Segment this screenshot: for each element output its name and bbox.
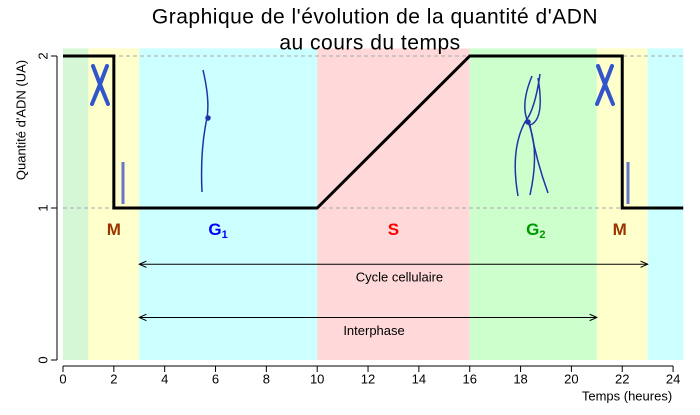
phase-label: M (107, 220, 121, 239)
chromatin-g1 (200, 69, 211, 193)
phase-label: G1 (208, 220, 227, 240)
chromatin-g2 (514, 73, 549, 197)
y-axis-label: Quantité d'ADN (UA) (13, 60, 28, 180)
phase-band (647, 48, 684, 361)
x-tick-label: 10 (310, 371, 324, 386)
phase-letter: G (526, 220, 539, 239)
chromosome-icons (90, 64, 630, 204)
x-tick-label: 22 (615, 371, 629, 386)
x-tick-label: 6 (212, 371, 219, 386)
bands (63, 48, 684, 361)
phase-subscript: 1 (222, 229, 228, 241)
dna-line (63, 54, 684, 210)
x-tick-label: 14 (412, 371, 426, 386)
phase-letter: M (107, 220, 121, 239)
y-tick-label: 0 (35, 356, 50, 363)
phase-band (139, 48, 318, 361)
phase-band (63, 48, 89, 361)
chart-title: Graphique de l'évolution de la quantité … (152, 6, 598, 29)
phase-label: M (613, 220, 627, 239)
y-tick-label: 1 (35, 204, 50, 211)
chromosome-x (595, 64, 615, 106)
x-tick-label: 8 (263, 371, 270, 386)
phase-label: S (388, 220, 399, 239)
x-tick-label: 4 (161, 371, 168, 386)
phase-label: G2 (526, 220, 545, 240)
phase-letter: M (613, 220, 627, 239)
chromosome-x (90, 64, 110, 106)
x-axis-label: Temps (heures) (582, 388, 672, 403)
chart-title: au cours du temps (279, 32, 460, 55)
span-label: Interphase (343, 323, 404, 338)
x-tick-label: 20 (564, 371, 578, 386)
x-tick-label: 24 (666, 371, 680, 386)
phase-letter: S (388, 220, 399, 239)
y-tick-label: 2 (35, 52, 50, 59)
span-label: Cycle cellulaire (356, 270, 443, 285)
phase-letter: G (208, 220, 221, 239)
x-tick-label: 2 (110, 371, 117, 386)
phase-band (469, 48, 597, 361)
phase-subscript: 2 (539, 229, 545, 241)
x-tick-label: 12 (361, 371, 375, 386)
x-tick-label: 16 (462, 371, 476, 386)
x-tick-label: 0 (59, 371, 66, 386)
x-tick-label: 18 (513, 371, 527, 386)
phase-band (317, 48, 470, 361)
